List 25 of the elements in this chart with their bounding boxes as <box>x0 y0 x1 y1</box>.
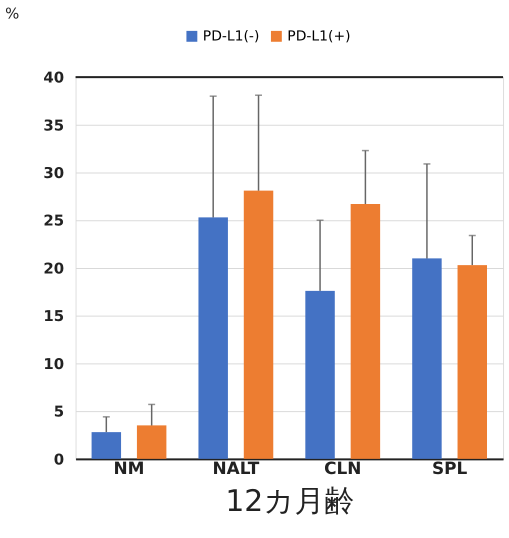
x-tick-label: NM <box>114 458 144 478</box>
bar <box>136 425 166 459</box>
y-tick-label: 10 <box>43 354 64 373</box>
y-tick-label: 30 <box>43 164 64 182</box>
legend-label: PD-L1(-) <box>202 28 260 44</box>
bar <box>458 265 488 459</box>
x-axis-title: 12カ月齢 <box>225 484 354 520</box>
x-tick-label: NALT <box>212 458 260 478</box>
bar <box>92 432 122 459</box>
x-tick-label: CLN <box>324 458 362 478</box>
y-tick-label: 25 <box>43 212 64 230</box>
y-tick-label: 5 <box>54 402 64 421</box>
bar <box>244 190 274 459</box>
x-tick-label: SPL <box>432 458 468 478</box>
y-tick-label: 0 <box>54 450 64 468</box>
y-tick-label: 35 <box>43 116 64 134</box>
bar <box>305 290 335 459</box>
bar <box>198 217 228 459</box>
bar <box>350 204 380 459</box>
y-axis-title: % <box>5 4 20 22</box>
y-tick-label: 40 <box>43 68 64 87</box>
y-tick-label: 15 <box>43 307 64 326</box>
bar <box>412 258 442 459</box>
legend-label: PD-L1(+) <box>287 28 351 44</box>
y-tick-label: 20 <box>43 259 64 278</box>
